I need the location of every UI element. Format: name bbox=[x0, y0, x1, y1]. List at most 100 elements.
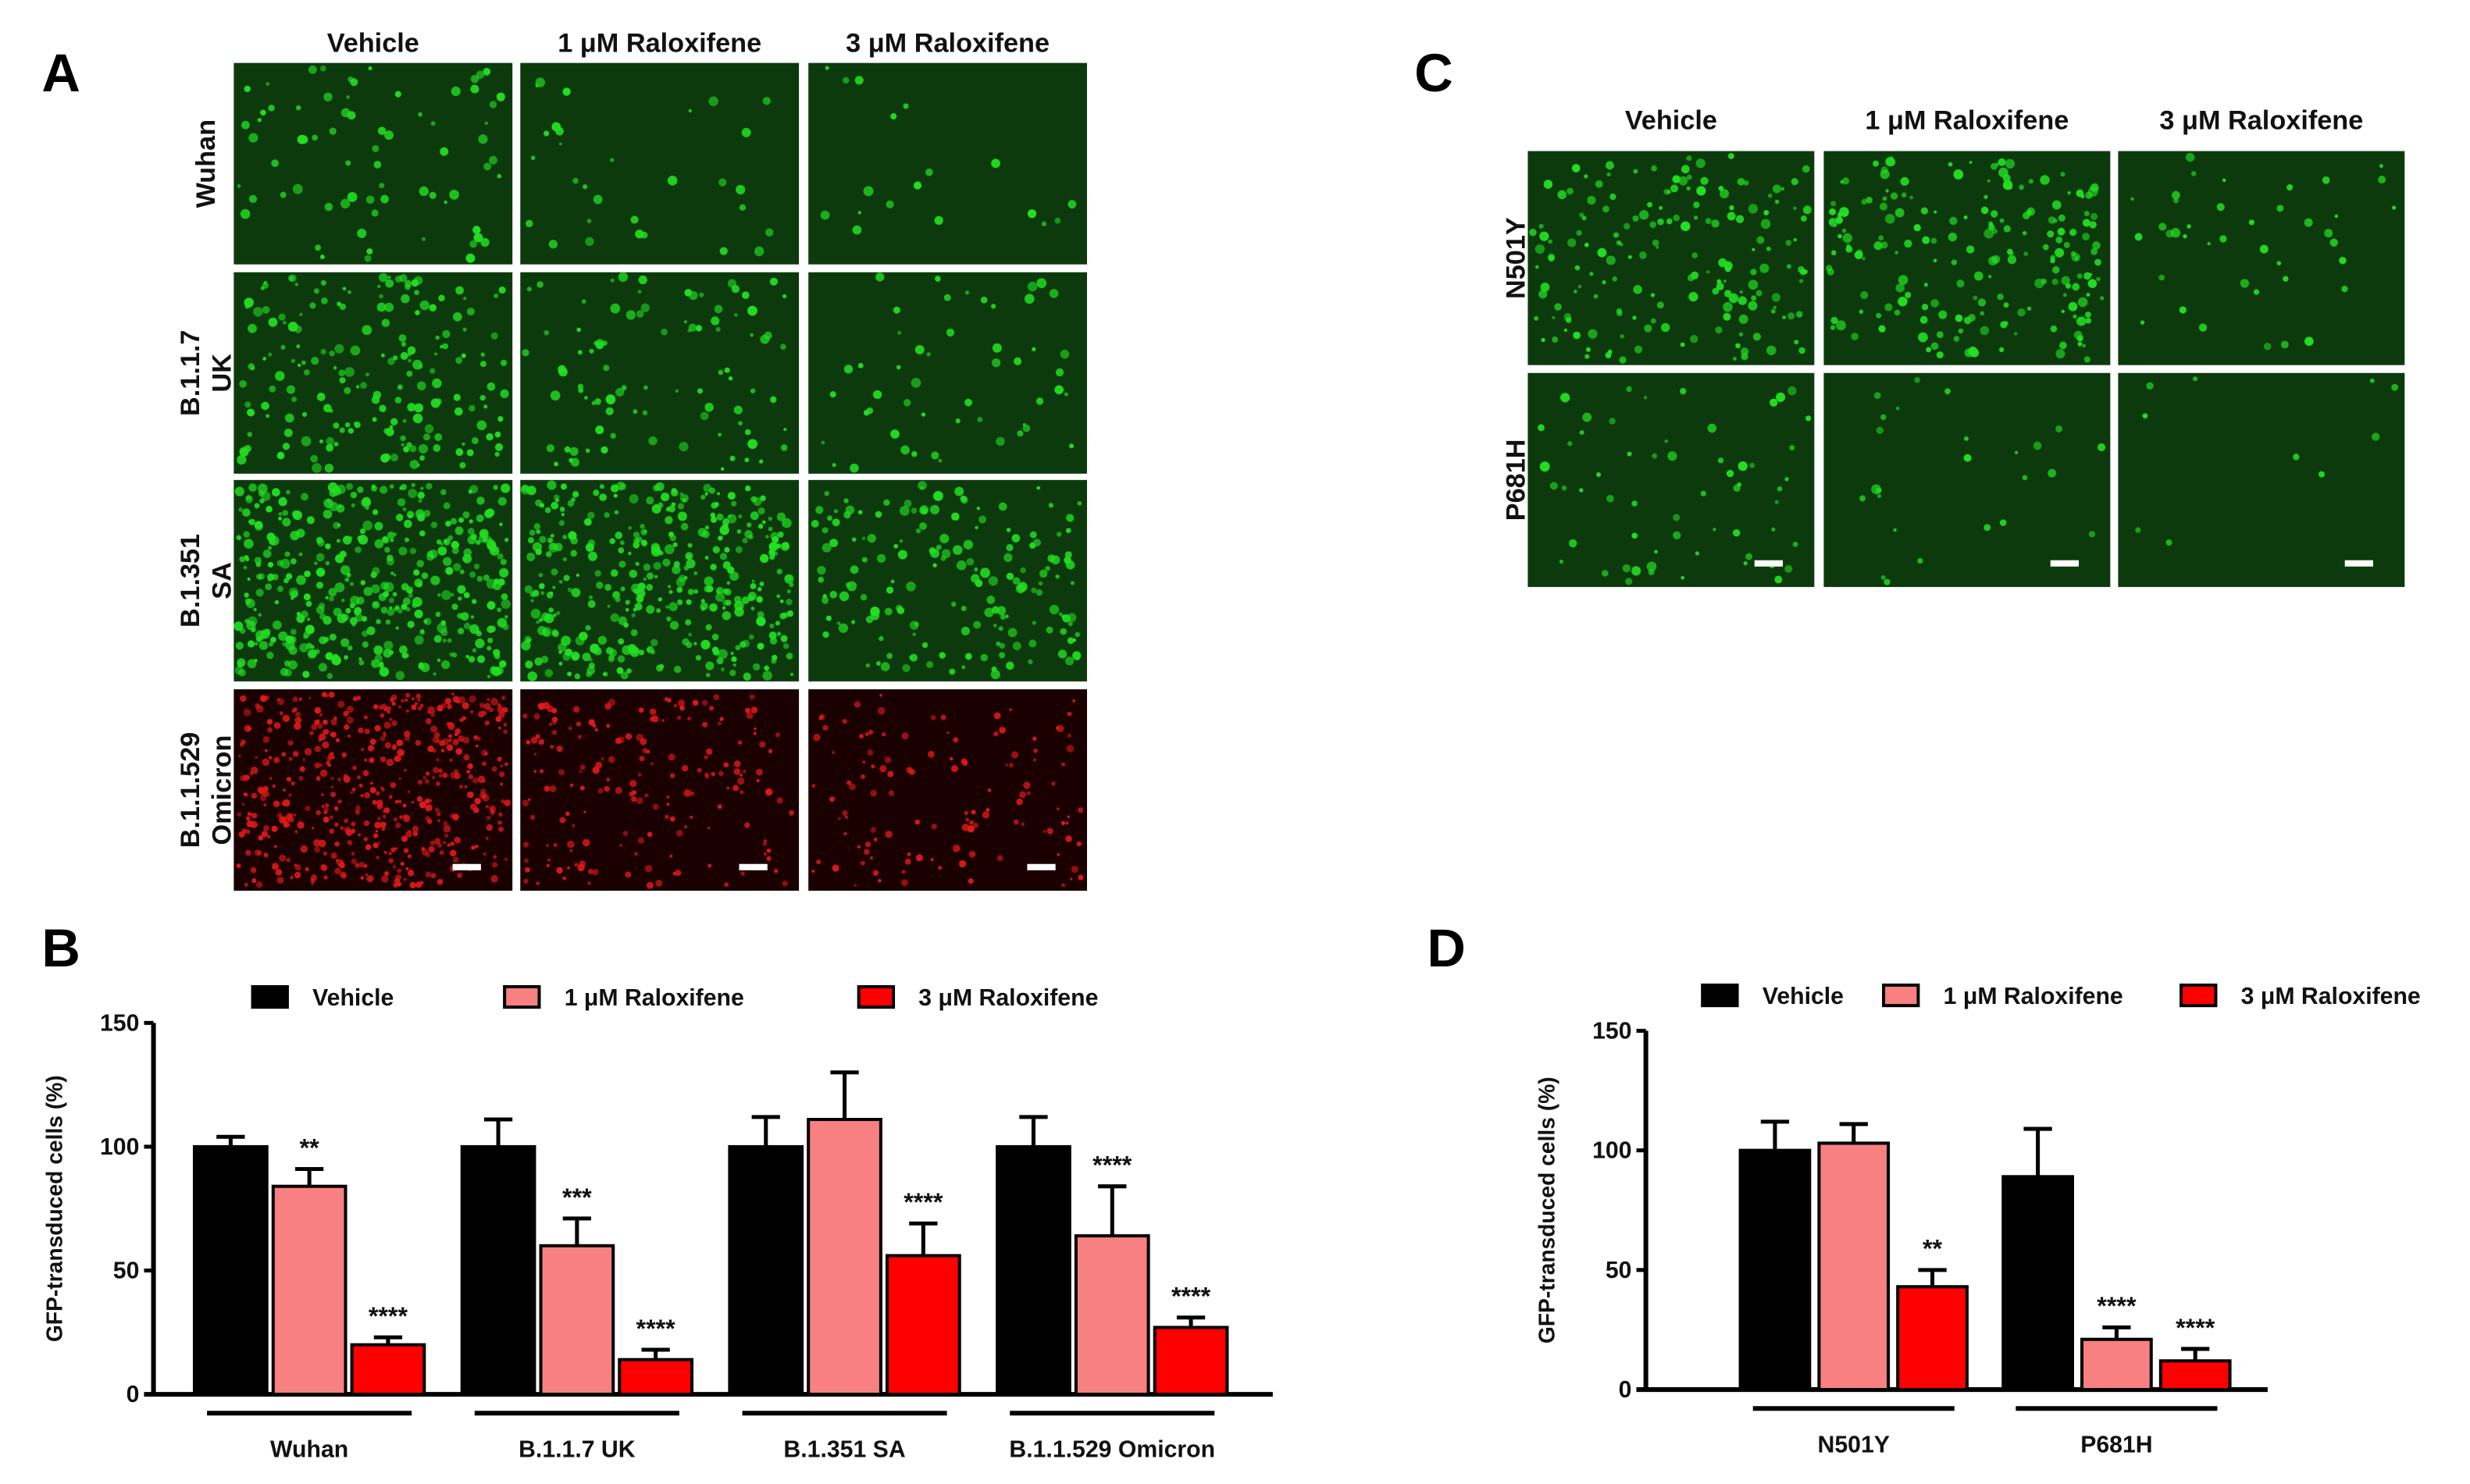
cell-dot bbox=[294, 283, 298, 286]
cell-dot bbox=[504, 799, 511, 806]
cell-dot bbox=[357, 486, 364, 493]
cell-dot bbox=[497, 607, 502, 613]
cell-dot bbox=[668, 602, 678, 611]
cell-dot bbox=[481, 761, 487, 767]
cell-dot bbox=[294, 830, 298, 834]
cell-dot bbox=[1058, 612, 1063, 617]
cell-dot bbox=[1032, 736, 1037, 741]
cell-dot bbox=[403, 519, 412, 528]
cell-dot bbox=[311, 827, 315, 830]
cell-dot bbox=[315, 776, 321, 781]
cell-dot bbox=[751, 579, 755, 583]
cell-dot bbox=[1887, 157, 1896, 167]
cell-dot bbox=[868, 729, 874, 735]
cell-dot bbox=[1787, 386, 1797, 396]
cell-dot bbox=[677, 503, 685, 510]
cell-dot bbox=[921, 642, 928, 649]
cell-dot bbox=[862, 760, 866, 764]
cell-dot bbox=[245, 598, 255, 608]
cell-dot bbox=[2097, 443, 2106, 452]
cell-dot bbox=[499, 568, 509, 578]
cell-dot bbox=[255, 561, 262, 568]
cell-dot bbox=[408, 589, 413, 594]
cell-dot bbox=[546, 844, 549, 847]
cell-dot bbox=[693, 571, 698, 575]
cell-dot bbox=[1539, 461, 1550, 472]
cell-dot bbox=[593, 489, 600, 496]
cell-dot bbox=[315, 605, 325, 614]
cell-dot bbox=[593, 647, 602, 656]
cell-dot bbox=[968, 851, 976, 858]
cell-dot bbox=[821, 440, 825, 445]
cell-dot bbox=[946, 731, 950, 735]
cell-dot bbox=[360, 794, 364, 798]
cell-dot bbox=[550, 745, 554, 749]
cell-dot bbox=[364, 758, 368, 762]
cell-dot bbox=[380, 353, 385, 358]
cell-dot bbox=[283, 320, 287, 325]
cell-dot bbox=[1737, 482, 1741, 487]
cell-dot bbox=[1595, 180, 1603, 188]
micrograph bbox=[808, 272, 1088, 474]
cell-dot bbox=[687, 589, 694, 596]
bar bbox=[618, 1358, 694, 1397]
cell-dot bbox=[435, 335, 440, 340]
cell-dot bbox=[1958, 328, 1964, 334]
cell-dot bbox=[880, 662, 890, 671]
scale-bar bbox=[1027, 863, 1056, 870]
cell-dot bbox=[718, 369, 724, 375]
cell-dot bbox=[441, 589, 451, 600]
cell-dot bbox=[1009, 763, 1014, 768]
cell-dot bbox=[602, 672, 607, 676]
cell-dot bbox=[829, 590, 838, 599]
cell-dot bbox=[655, 879, 663, 887]
cell-dot bbox=[604, 785, 610, 792]
cell-dot bbox=[351, 622, 356, 627]
cell-dot bbox=[1541, 337, 1545, 343]
cell-dot bbox=[401, 443, 405, 447]
cell-dot bbox=[567, 587, 572, 593]
cell-dot bbox=[450, 518, 458, 525]
y-tick-label: 50 bbox=[1606, 1258, 1632, 1283]
cell-dot bbox=[268, 756, 273, 760]
cell-dot bbox=[782, 643, 789, 649]
cell-dot bbox=[1014, 357, 1022, 365]
cell-dot bbox=[297, 821, 305, 829]
cell-dot bbox=[1738, 332, 1744, 337]
cell-dot bbox=[1613, 232, 1620, 238]
cell-dot bbox=[867, 534, 876, 543]
panel-a-micrographs: Vehicle 1 μM Raloxifene 3 μM RaloxifeneWuh… bbox=[176, 29, 1088, 891]
cell-dot bbox=[490, 666, 496, 671]
cell-dot bbox=[733, 405, 743, 415]
cell-dot bbox=[362, 325, 372, 336]
cell-dot bbox=[650, 649, 656, 655]
cell-dot bbox=[1723, 312, 1731, 321]
cell-dot bbox=[545, 551, 552, 557]
cell-dot bbox=[1007, 628, 1018, 638]
cell-dot bbox=[294, 717, 302, 724]
cell-dot bbox=[1716, 282, 1724, 290]
cell-dot bbox=[666, 616, 672, 622]
cell-dot bbox=[1785, 240, 1792, 246]
cell-dot bbox=[2004, 321, 2008, 326]
cell-dot bbox=[708, 96, 718, 106]
cell-dot bbox=[906, 581, 916, 592]
cell-dot bbox=[599, 484, 604, 489]
cell-dot bbox=[866, 407, 874, 415]
cell-dot bbox=[1065, 657, 1075, 666]
cell-dot bbox=[1000, 614, 1006, 620]
cell-dot bbox=[672, 542, 678, 547]
cell-dot bbox=[333, 607, 342, 617]
cell-dot bbox=[386, 758, 394, 767]
cell-dot bbox=[980, 653, 989, 662]
cell-dot bbox=[949, 668, 956, 675]
cell-dot bbox=[365, 844, 372, 850]
cell-dot bbox=[1894, 208, 1905, 218]
cell-dot bbox=[384, 742, 391, 749]
cell-dot bbox=[2061, 309, 2065, 313]
cell-dot bbox=[261, 831, 269, 838]
cell-dot bbox=[282, 642, 287, 646]
cell-dot bbox=[262, 549, 272, 558]
cell-dot bbox=[329, 633, 337, 641]
cell-dot bbox=[1038, 581, 1043, 586]
